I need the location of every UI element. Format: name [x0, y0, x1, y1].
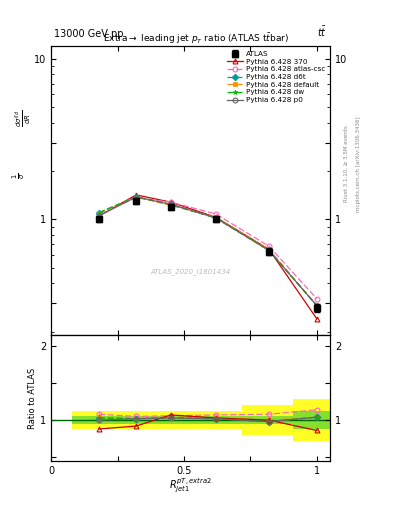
Line: Pythia 6.428 dw: Pythia 6.428 dw [97, 195, 319, 308]
Pythia 6.428 d6t [134, 194, 138, 200]
Pythia 6.428 d6t [314, 303, 319, 309]
Y-axis label: Ratio to ATLAS: Ratio to ATLAS [28, 367, 37, 429]
Line: Pythia 6.428 default: Pythia 6.428 default [97, 195, 319, 308]
Pythia 6.428 p0 [168, 201, 173, 207]
Pythia 6.428 default [213, 214, 218, 220]
Pythia 6.428 d6t [97, 209, 101, 216]
Pythia 6.428 p0 [266, 247, 271, 253]
Pythia 6.428 p0 [134, 194, 138, 200]
Pythia 6.428 370 [314, 316, 319, 322]
Pythia 6.428 p0 [314, 303, 319, 309]
Pythia 6.428 370 [97, 213, 101, 219]
Pythia 6.428 370 [266, 246, 271, 252]
Pythia 6.428 default [168, 202, 173, 208]
Pythia 6.428 p0 [97, 213, 101, 219]
Pythia 6.428 d6t [213, 215, 218, 221]
Line: Pythia 6.428 370: Pythia 6.428 370 [97, 193, 319, 321]
Legend: ATLAS, Pythia 6.428 370, Pythia 6.428 atlas-csc, Pythia 6.428 d6t, Pythia 6.428 : ATLAS, Pythia 6.428 370, Pythia 6.428 at… [226, 50, 327, 104]
Pythia 6.428 default [266, 246, 271, 252]
Pythia 6.428 370 [168, 199, 173, 205]
Pythia 6.428 atlas-csc [213, 211, 218, 217]
Line: Pythia 6.428 p0: Pythia 6.428 p0 [97, 195, 319, 308]
X-axis label: $R_{jet1}^{pT,extra2}$: $R_{jet1}^{pT,extra2}$ [169, 477, 212, 496]
Text: 13000 GeV pp: 13000 GeV pp [54, 29, 123, 39]
Pythia 6.428 dw [213, 215, 218, 221]
Pythia 6.428 dw [134, 194, 138, 200]
Pythia 6.428 dw [314, 303, 319, 309]
Text: mcplots.cern.ch [arXiv:1306.3436]: mcplots.cern.ch [arXiv:1306.3436] [356, 116, 361, 211]
Pythia 6.428 default [134, 194, 138, 200]
Pythia 6.428 d6t [168, 201, 173, 207]
Pythia 6.428 p0 [213, 215, 218, 221]
Pythia 6.428 d6t [266, 247, 271, 253]
Pythia 6.428 dw [168, 201, 173, 207]
Pythia 6.428 atlas-csc [168, 199, 173, 205]
Text: ATLAS_2020_I1801434: ATLAS_2020_I1801434 [151, 268, 231, 275]
Text: Rivet 3.1.10, ≥ 3.5M events: Rivet 3.1.10, ≥ 3.5M events [344, 125, 349, 202]
Pythia 6.428 370 [213, 214, 218, 220]
Pythia 6.428 atlas-csc [314, 296, 319, 302]
Pythia 6.428 370 [134, 192, 138, 198]
Pythia 6.428 atlas-csc [266, 243, 271, 249]
Text: $\frac{1}{\sigma}$: $\frac{1}{\sigma}$ [11, 173, 28, 179]
Pythia 6.428 dw [266, 247, 271, 253]
Pythia 6.428 default [314, 303, 319, 309]
Pythia 6.428 default [97, 209, 101, 216]
Pythia 6.428 atlas-csc [134, 195, 138, 201]
Text: $t\bar{t}$: $t\bar{t}$ [318, 25, 327, 39]
Pythia 6.428 atlas-csc [97, 211, 101, 217]
Title: Extra$\rightarrow$ leading jet $p_T$ ratio (ATLAS t$\bar{t}$bar): Extra$\rightarrow$ leading jet $p_T$ rat… [103, 31, 289, 46]
Pythia 6.428 dw [97, 209, 101, 216]
Text: $\frac{d\sigma^{fid}}{dR}$: $\frac{d\sigma^{fid}}{dR}$ [13, 110, 33, 127]
Line: Pythia 6.428 atlas-csc: Pythia 6.428 atlas-csc [97, 196, 319, 301]
Line: Pythia 6.428 d6t: Pythia 6.428 d6t [97, 195, 319, 308]
